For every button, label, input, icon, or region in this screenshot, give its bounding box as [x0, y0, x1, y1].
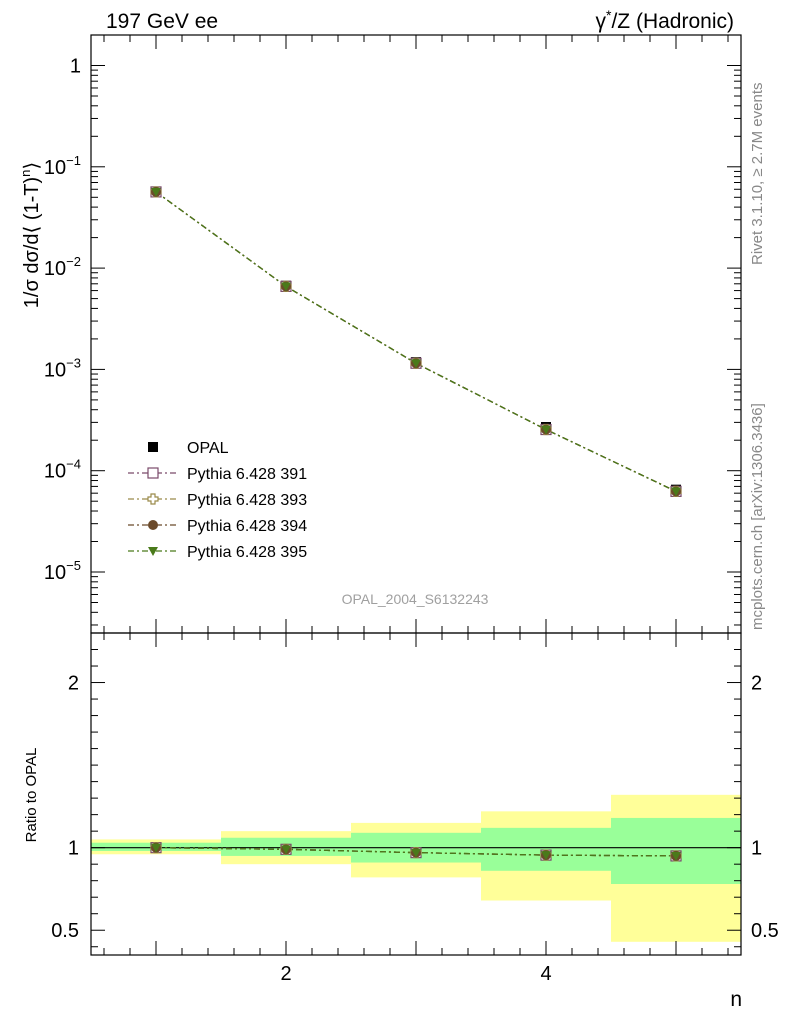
series-line-2: [155, 191, 677, 492]
mcplots-reference-text: mcplots.cern.ch [arXiv:1306.3436]: [749, 403, 766, 630]
legend-label: Pythia 6.428 394: [187, 518, 307, 535]
main-y-axis-title: 1/σ dσ/d⟨ (1-T)n⟩: [18, 162, 43, 308]
main-y-tick-label-base: 10: [44, 258, 66, 280]
ratio-point-4: [671, 851, 681, 861]
legend-label: Pythia 6.428 393: [187, 492, 307, 509]
mc-data-point-4: [281, 282, 291, 292]
ratio-y-axis-title: Ratio to OPAL: [23, 748, 40, 843]
analysis-watermark: OPAL_2004_S6132243: [342, 591, 489, 607]
mc-data-point-4: [541, 425, 551, 435]
series-line-4: [155, 191, 677, 492]
ratio-point-4: [411, 848, 421, 858]
main-y-tick-label-exponent: −2: [66, 254, 81, 269]
ratio-y-tick-label-right: 2: [751, 673, 762, 695]
series-line-1: [155, 191, 677, 492]
x-axis-title: n: [730, 988, 742, 1011]
main-y-tick-label-base: 10: [44, 562, 66, 584]
ratio-point-4: [151, 843, 161, 853]
legend-marker: [147, 467, 159, 479]
ratio-y-tick-label-left: 2: [68, 673, 79, 695]
legend-marker: [148, 547, 158, 556]
legend-label: OPAL: [187, 440, 229, 457]
mc-data-point-4: [671, 487, 681, 497]
ratio-y-tick-label-right: 1: [751, 838, 762, 860]
main-y-tick-label: 10−5: [44, 558, 81, 584]
ratio-band-inner: [481, 827, 611, 871]
main-y-tick-label-exponent: −5: [66, 558, 81, 573]
legend-label: Pythia 6.428 391: [187, 466, 307, 483]
legend-marker: [148, 520, 158, 530]
main-plot: 110−110−210−310−410−5: [44, 34, 742, 634]
main-y-tick-label-exponent: −1: [66, 153, 81, 168]
header-left: 197 GeV ee: [106, 10, 218, 33]
main-y-tick-label: 1: [70, 55, 81, 77]
main-y-tick-label: 10−1: [44, 153, 81, 179]
main-y-tick-label-base: 10: [44, 461, 66, 483]
legend-marker: [148, 442, 158, 452]
header-right: γ*/Z (Hadronic): [596, 7, 734, 33]
ratio-plot: 2 4 0.5 0.5 1 1 2 2: [51, 632, 779, 985]
ratio-line-4: [155, 847, 677, 857]
main-y-tick-label: 10−2: [44, 254, 81, 280]
series-line-3: [155, 191, 677, 492]
ratio-x-tick-label: 2: [280, 963, 291, 985]
ratio-y-tick-label-right: 0.5: [751, 920, 779, 942]
mc-data-point-4: [411, 359, 421, 369]
ratio-point-4: [281, 845, 291, 855]
ratio-y-tick-label-left: 1: [68, 838, 79, 860]
legend-label: Pythia 6.428 395: [187, 544, 307, 561]
legend: OPAL Pythia 6.428 391 Pythia 6.428 393 Pyth…: [128, 440, 307, 561]
main-y-tick-label-base: 10: [44, 359, 66, 381]
mc-data-point-4: [151, 187, 161, 197]
ratio-x-tick-label: 4: [540, 963, 551, 985]
ratio-y-tick-label-left: 0.5: [51, 920, 79, 942]
main-y-tick-label: 10−4: [44, 457, 81, 483]
ratio-point-4: [541, 851, 551, 861]
rivet-version-text: Rivet 3.1.10, ≥ 2.7M events: [749, 83, 766, 266]
main-y-tick-label: 10−3: [44, 355, 81, 381]
legend-marker: [147, 493, 159, 505]
main-y-tick-label-exponent: −3: [66, 355, 81, 370]
main-y-tick-label-exponent: −4: [66, 457, 81, 472]
main-y-tick-label-base: 10: [44, 157, 66, 179]
